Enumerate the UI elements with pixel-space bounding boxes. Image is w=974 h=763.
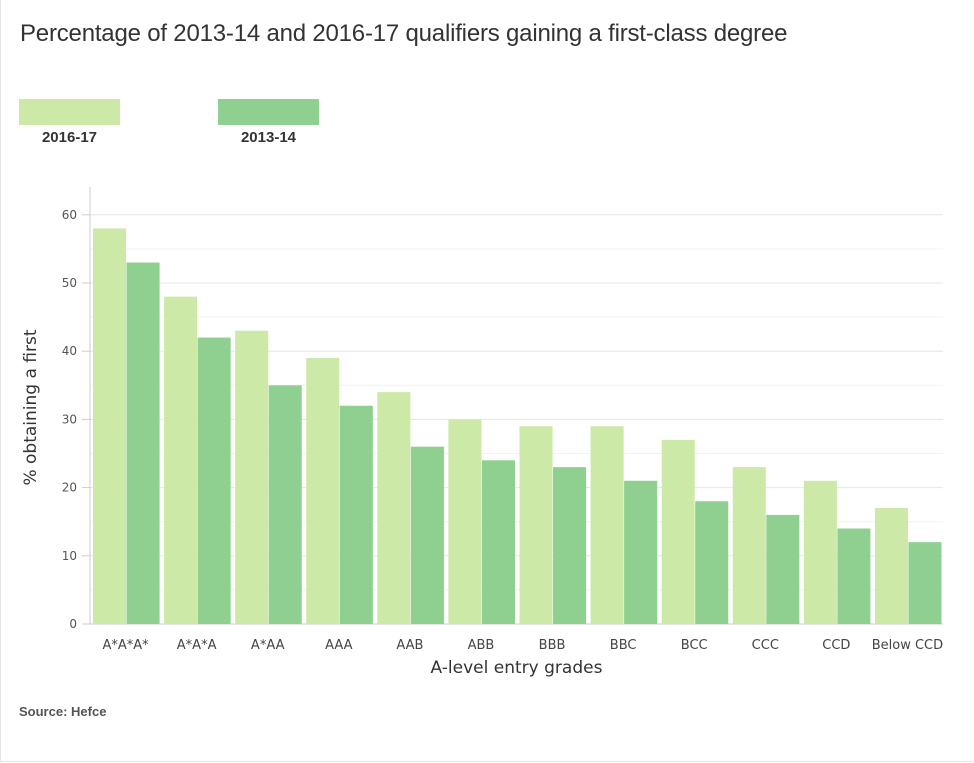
x-tick-label: A*A*A* bbox=[102, 638, 149, 653]
bar-2016-17-BBC bbox=[590, 426, 624, 624]
x-tick-label: AAB bbox=[396, 638, 423, 653]
bar-2016-17-ABB bbox=[448, 419, 482, 624]
x-tick-label: BCC bbox=[681, 638, 708, 653]
x-tick-label: CCD bbox=[822, 638, 850, 653]
legend-label-2013-14: 2013-14 bbox=[240, 129, 297, 146]
x-tick-label: Below CCD bbox=[872, 638, 943, 653]
x-tick-label: BBC bbox=[610, 638, 637, 653]
bar-2016-17-BCC bbox=[661, 439, 695, 624]
bar-2016-17-AAB bbox=[377, 392, 411, 624]
legend-item-2016-17[interactable]: 2016-17 bbox=[19, 99, 120, 146]
bar-2013-14-BCC bbox=[695, 501, 729, 624]
bar-2013-14-A*A*A bbox=[197, 337, 231, 624]
bar-2016-17-A*A*A* bbox=[93, 228, 127, 624]
bar-2013-14-AAA bbox=[339, 405, 373, 624]
y-tick-label: 60 bbox=[62, 208, 77, 222]
bar-2013-14-ABB bbox=[481, 460, 515, 624]
x-tick-label: A*AA bbox=[251, 638, 285, 653]
y-tick-label: 20 bbox=[62, 481, 77, 495]
x-axis-title: A-level entry grades bbox=[431, 658, 603, 678]
bar-2013-14-CCD bbox=[837, 528, 871, 624]
x-tick-label: BBB bbox=[539, 638, 566, 653]
bar-2013-14-BBB bbox=[553, 467, 587, 624]
legend-label-2016-17: 2016-17 bbox=[41, 129, 98, 146]
y-axis-title: % obtaining a first bbox=[21, 329, 41, 485]
y-tick-label: 40 bbox=[62, 344, 77, 358]
bar-2013-14-CCC bbox=[766, 514, 800, 624]
bar-2016-17-AAA bbox=[306, 358, 340, 624]
bar-2016-17-A*AA bbox=[235, 330, 269, 624]
legend-item-2013-14[interactable]: 2013-14 bbox=[218, 99, 319, 146]
y-tick-label: 0 bbox=[69, 617, 77, 631]
bar-2016-17-CCC bbox=[732, 467, 766, 624]
bar-2016-17-BBB bbox=[519, 426, 553, 624]
bar-2013-14-BBC bbox=[624, 480, 658, 624]
bar-2013-14-A*AA bbox=[268, 385, 302, 624]
x-tick-label: A*A*A bbox=[177, 638, 217, 653]
bar-2013-14-Below CCD bbox=[908, 542, 942, 624]
x-tick-label: AAA bbox=[325, 638, 353, 653]
legend-swatch-2013-14 bbox=[218, 99, 319, 125]
bar-2016-17-Below CCD bbox=[874, 508, 908, 624]
chart-title: Percentage of 2013-14 and 2016-17 qualif… bbox=[20, 20, 788, 47]
bar-2013-14-AAB bbox=[410, 446, 444, 624]
bar-2013-14-A*A*A* bbox=[126, 262, 160, 624]
x-tick-label: ABB bbox=[468, 638, 495, 653]
bar-2016-17-A*A*A bbox=[164, 296, 198, 624]
source-note: Source: Hefce bbox=[19, 704, 107, 719]
bar-2016-17-CCD bbox=[803, 480, 837, 624]
legend-swatch-2016-17 bbox=[19, 99, 120, 125]
y-tick-label: 30 bbox=[62, 412, 77, 426]
x-tick-label: CCC bbox=[752, 638, 779, 653]
y-tick-label: 10 bbox=[62, 549, 77, 563]
y-tick-label: 50 bbox=[62, 276, 77, 290]
